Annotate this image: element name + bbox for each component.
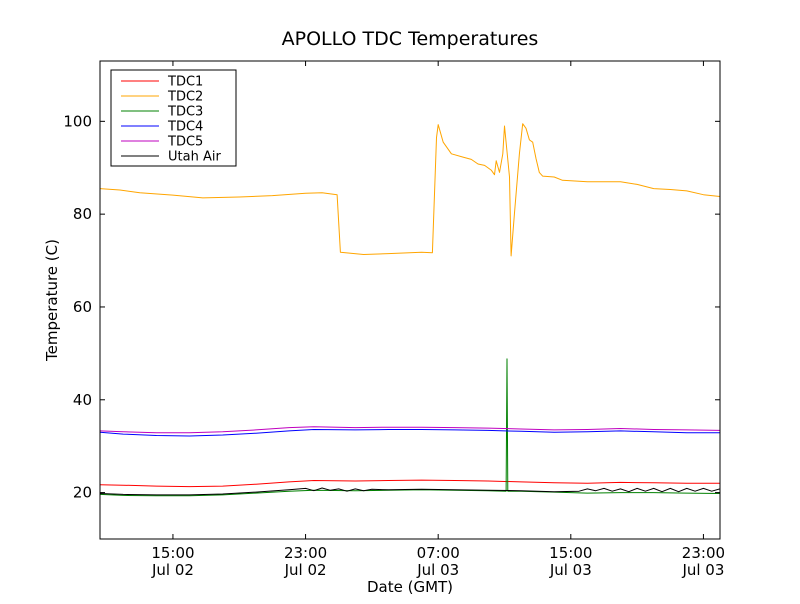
series-layer [100, 123, 720, 497]
legend-box [110, 69, 237, 167]
y-tick-label: 40 [73, 391, 92, 409]
series-line-tdc4 [100, 429, 720, 437]
y-tick-label: 60 [73, 298, 92, 316]
y-tick-label: 100 [63, 112, 92, 130]
x-axis-label: Date (GMT) [367, 578, 453, 596]
legend-label-utah-air: Utah Air [168, 150, 221, 165]
y-axis-ticks: 20 40 60 80 100 [63, 112, 720, 502]
series-line-utah-air [100, 487, 720, 496]
x-tick-label-date: Jul 03 [416, 561, 459, 579]
series-line-tdc1 [100, 479, 720, 488]
chart-title: APOLLO TDC Temperatures [282, 28, 539, 50]
x-tick-label-time: 15:00 [549, 544, 592, 562]
legend-label-tdc1: TDC1 [167, 75, 203, 90]
x-tick-label-time: 07:00 [417, 544, 460, 562]
legend-label-tdc2: TDC2 [167, 90, 203, 105]
y-axis-label: Temperature (C) [43, 239, 61, 362]
y-tick-label: 20 [73, 484, 92, 502]
series-line-tdc5 [100, 426, 720, 434]
x-tick-label-time: 23:00 [284, 544, 327, 562]
legend-label-tdc5: TDC5 [167, 135, 203, 150]
x-tick-label-date: Jul 02 [151, 561, 194, 579]
x-tick-label-time: 15:00 [151, 544, 194, 562]
legend-label-tdc4: TDC4 [167, 120, 203, 135]
legend-label-tdc3: TDC3 [167, 105, 203, 120]
x-tick-label-date: Jul 03 [549, 561, 592, 579]
x-tick-label-date: Jul 03 [681, 561, 724, 579]
x-tick-label-time: 23:00 [682, 544, 725, 562]
y-tick-label: 80 [73, 205, 92, 223]
series-line-tdc2 [100, 123, 720, 257]
x-tick-label-date: Jul 02 [284, 561, 327, 579]
plot-frame [99, 60, 721, 540]
